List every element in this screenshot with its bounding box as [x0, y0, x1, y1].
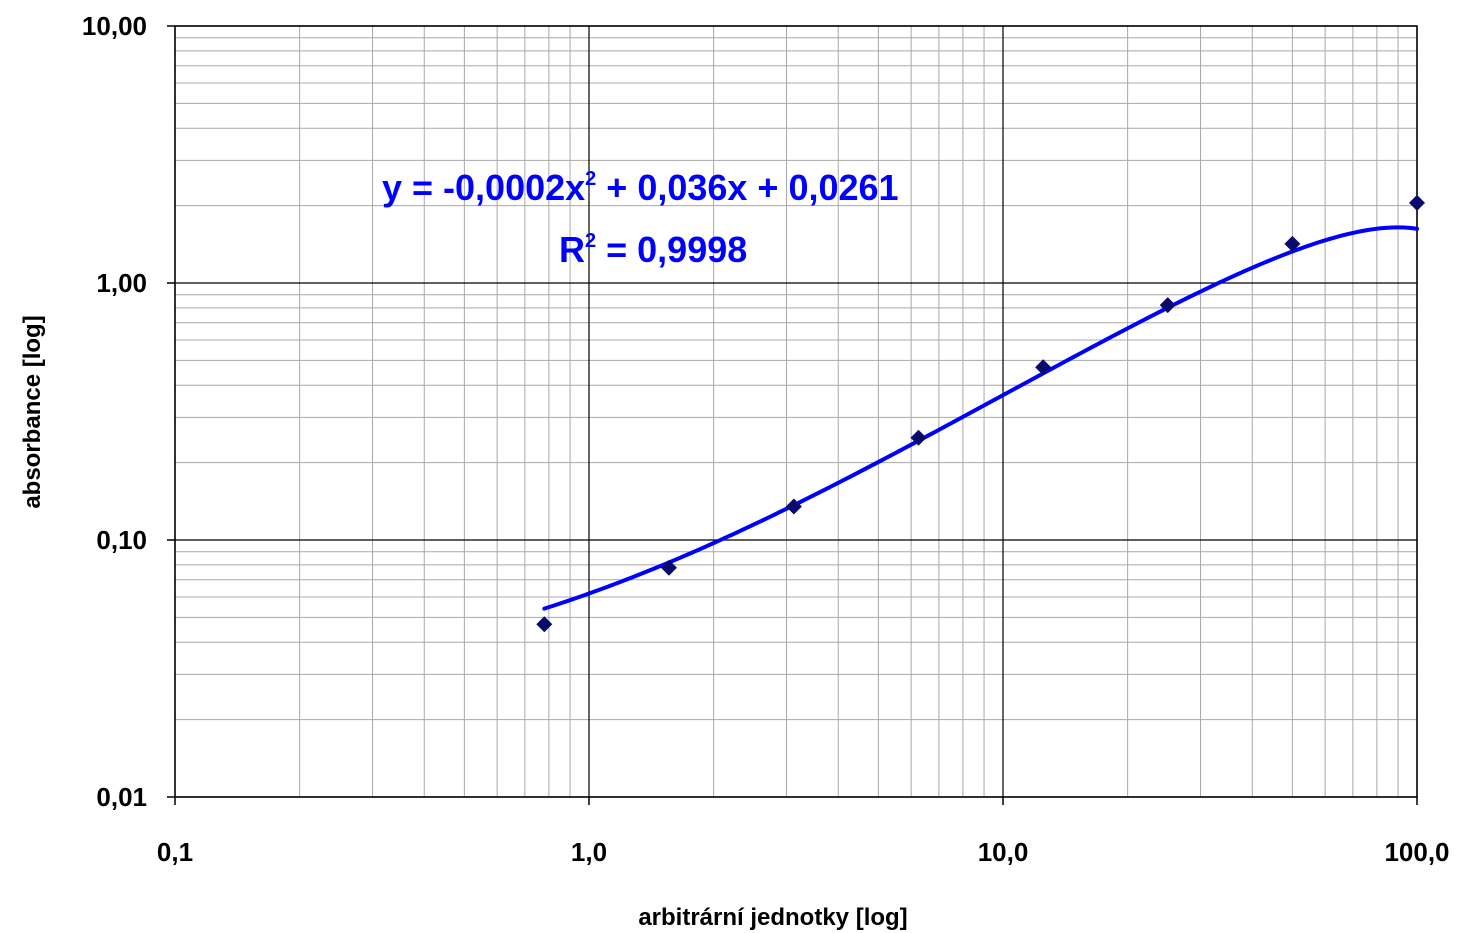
equation-suffix: + 0,036x + 0,0261: [596, 167, 898, 208]
r-squared-value: = 0,9998: [596, 229, 747, 270]
data-point: [660, 559, 677, 576]
data-point: [910, 429, 927, 446]
x-tick-label: 100,0: [1384, 837, 1449, 867]
r-squared-prefix: R: [559, 229, 585, 270]
x-axis-title: arbitrární jednotky [log]: [638, 904, 907, 931]
equation-exponent: 2: [585, 168, 596, 190]
data-point: [1159, 297, 1176, 314]
x-tick-label: 10,0: [978, 837, 1029, 867]
y-axis-ticks: 0,01 0,10 1,00 10,00: [82, 11, 175, 812]
data-point: [1409, 194, 1425, 211]
r-squared-label: R2 = 0,9998: [559, 229, 747, 270]
data-point: [1035, 359, 1052, 376]
plot-area-frame: [174, 25, 1418, 798]
minor-gridlines: [175, 26, 1417, 797]
data-point: [785, 498, 802, 515]
y-tick-label: 10,00: [82, 11, 147, 41]
data-point: [1284, 235, 1301, 252]
y-tick-label: 0,01: [96, 782, 147, 812]
equation-prefix: y = -0,0002x: [382, 167, 585, 208]
y-axis-title: absorbance [log]: [19, 315, 46, 508]
trendline-curve: [542, 225, 1419, 611]
data-points: [536, 194, 1425, 633]
trendline-layer: [542, 225, 1419, 611]
y-tick-label: 1,00: [96, 268, 147, 298]
x-tick-label: 1,0: [571, 837, 607, 867]
x-axis-ticks: 0,1 1,0 10,0 100,0: [157, 797, 1450, 867]
data-point: [536, 616, 553, 633]
x-tick-label: 0,1: [157, 837, 193, 867]
trendline-equation: y = -0,0002x2 + 0,036x + 0,0261: [382, 167, 899, 208]
r-squared-exponent: 2: [585, 230, 596, 252]
y-tick-label: 0,10: [96, 525, 147, 555]
